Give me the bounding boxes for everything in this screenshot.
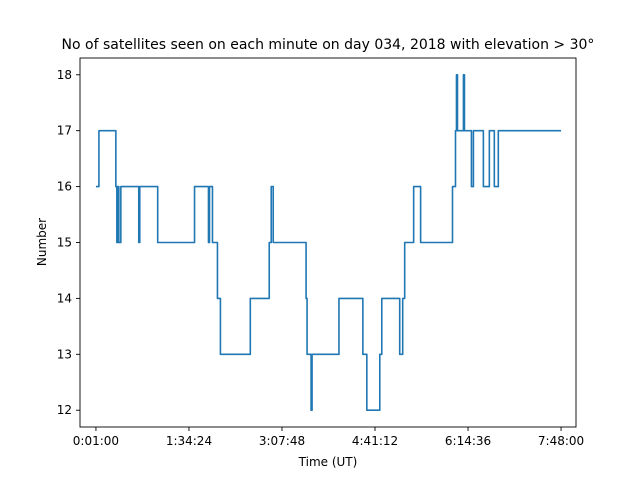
x-tick-label: 1:34:24 [166, 434, 212, 448]
x-axis-label: Time (UT) [298, 455, 358, 469]
plot-area: 0:01:00 1:34:24 3:07:48 4:41:12 6:14:36 7:48:… [57, 57, 584, 448]
x-tick-label: 6:14:36 [445, 434, 491, 448]
chart-title: No of satellites seen on each minute on … [62, 37, 595, 53]
y-axis-label: Number [35, 218, 49, 266]
y-tick-label: 18 [57, 68, 72, 82]
y-tick-label: 15 [57, 236, 72, 250]
y-tick-label: 17 [57, 124, 72, 138]
y-tick-label: 13 [57, 347, 72, 361]
x-tick-label: 4:41:12 [352, 434, 398, 448]
x-tick-label: 0:01:00 [73, 434, 119, 448]
x-tick-label: 7:48:00 [538, 434, 584, 448]
y-tick-label: 14 [57, 291, 72, 305]
y-tick-label: 12 [57, 403, 72, 417]
x-tick-label: 3:07:48 [259, 434, 305, 448]
y-tick-label: 16 [57, 180, 72, 194]
series-line [95, 73, 562, 412]
plot-frame [79, 57, 577, 428]
